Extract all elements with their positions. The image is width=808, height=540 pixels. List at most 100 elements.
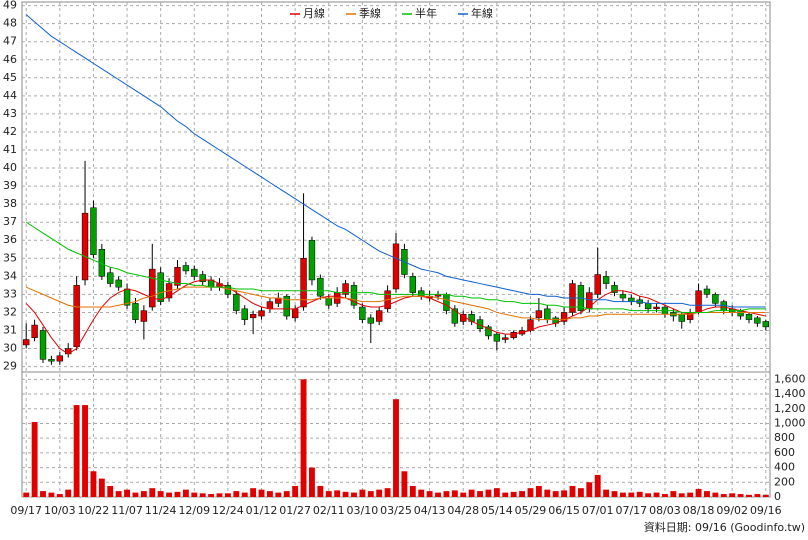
volume-bar	[645, 493, 652, 497]
x-tick-label: 02/11	[313, 504, 345, 517]
y-tick-label: 33	[3, 287, 17, 300]
volume-bar	[359, 489, 366, 497]
volume-bar	[65, 489, 72, 497]
volume-bar	[577, 488, 584, 497]
candle-body	[350, 285, 358, 306]
candle-body	[502, 337, 509, 340]
volume-bar	[704, 491, 710, 497]
y2-tick-label: 1,600	[774, 372, 806, 385]
candle-body	[140, 310, 148, 322]
ma-line	[26, 286, 766, 321]
volume-bar	[31, 422, 38, 497]
candle-body	[39, 330, 47, 360]
volume-bar	[325, 491, 332, 497]
volume-bar	[216, 493, 223, 497]
legend-label: 半年	[415, 6, 437, 20]
volume-bar	[224, 493, 231, 497]
y-tick-label: 39	[3, 179, 17, 192]
candle-body	[628, 297, 635, 302]
candle-body	[31, 324, 38, 338]
volume-bar	[393, 399, 399, 497]
x-tick-label: 04/13	[414, 504, 446, 517]
volume-bar	[309, 467, 315, 497]
y-tick-label: 29	[3, 360, 17, 373]
x-tick-label: 06/15	[548, 504, 580, 517]
volume-bar	[98, 478, 105, 497]
candle-body	[527, 319, 534, 331]
volume-bar	[746, 494, 752, 497]
volume-bar	[182, 489, 189, 497]
candle-body	[56, 355, 64, 362]
y2-tick-label: 1,000	[774, 416, 806, 429]
volume-bar	[409, 485, 416, 497]
candle-body	[233, 294, 240, 311]
candle-body	[107, 272, 114, 284]
volume-bar	[662, 494, 668, 497]
volume-bar	[619, 492, 626, 497]
volume-bar	[317, 485, 324, 497]
candle-body	[81, 212, 89, 281]
volume-bar	[73, 405, 80, 497]
x-tick-label: 08/03	[649, 504, 681, 517]
volume-bar	[384, 488, 391, 497]
x-tick-label: 04/28	[447, 504, 479, 517]
volume-bar	[149, 488, 156, 497]
candle-body	[409, 276, 417, 293]
candle-body	[73, 285, 80, 347]
y-tick-label: 43	[3, 107, 17, 120]
volume-bar	[23, 492, 30, 497]
candle-body	[182, 265, 190, 272]
x-tick-label: 08/18	[683, 504, 715, 517]
x-tick-label: 09/17	[10, 504, 42, 517]
volume-bar	[527, 488, 534, 497]
volume-bar	[208, 494, 215, 497]
ma-line	[25, 14, 766, 308]
candle-body	[291, 308, 299, 319]
x-tick-label: 11/24	[145, 504, 177, 517]
volume-bar	[569, 485, 576, 497]
candle-body	[258, 310, 265, 317]
candle-body	[115, 279, 122, 288]
volume-bar	[544, 489, 551, 497]
x-tick-label: 09/02	[716, 504, 748, 517]
y-tick-label: 49	[3, 0, 17, 12]
y-tick-label: 46	[3, 53, 17, 66]
candle-body	[535, 310, 543, 319]
volume-bar	[426, 491, 433, 497]
x-tick-label: 12/24	[212, 504, 244, 517]
x-tick-label: 07/17	[615, 504, 647, 517]
candle-body	[695, 290, 702, 313]
volume-bar	[561, 490, 568, 497]
volume-bar	[90, 471, 97, 497]
candle-body	[510, 332, 517, 338]
volume-bar	[191, 492, 198, 497]
candle-body	[762, 321, 769, 328]
volume-bar	[199, 493, 206, 497]
candle-body	[703, 288, 711, 295]
candle-body	[745, 313, 753, 320]
candle-body	[653, 306, 660, 310]
volume-bar	[435, 492, 441, 497]
y2-tick-label: 1,200	[774, 402, 806, 415]
y-tick-label: 47	[3, 35, 17, 48]
volume-bar	[687, 492, 694, 497]
volume-bar	[334, 490, 341, 497]
volume-bar	[493, 488, 500, 497]
volume-bar	[157, 491, 164, 497]
volume-bar	[594, 474, 601, 497]
volume-bar	[468, 489, 475, 497]
volume-bar	[241, 492, 248, 497]
legend-label: 季線	[359, 6, 381, 20]
candle-body	[48, 359, 55, 362]
y2-tick-label: 1,400	[774, 387, 806, 400]
candle-body	[712, 294, 719, 304]
x-tick-label: 03/25	[380, 504, 412, 517]
y-tick-label: 36	[3, 233, 17, 246]
volume-bar	[502, 492, 509, 497]
volume-bar	[174, 491, 181, 497]
candle-body	[174, 267, 181, 286]
volume-bar	[401, 471, 408, 497]
volume-bar	[40, 491, 46, 497]
candle-body	[191, 268, 198, 277]
x-tick-label: 07/01	[582, 504, 614, 517]
